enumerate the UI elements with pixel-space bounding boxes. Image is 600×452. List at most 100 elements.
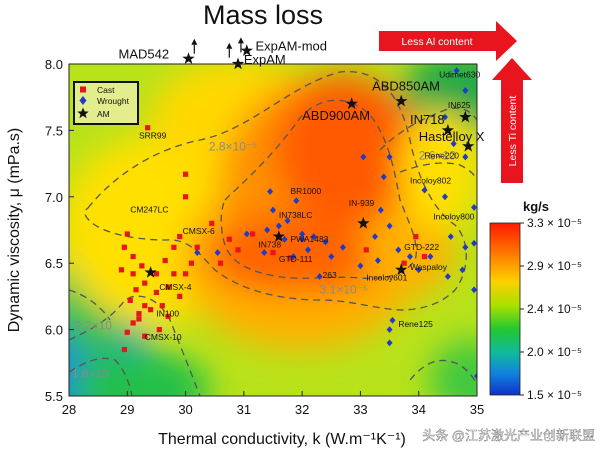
point-wrought xyxy=(444,273,451,280)
legend-cast-marker xyxy=(80,86,86,93)
point-cast xyxy=(142,280,148,286)
contour-line xyxy=(220,99,417,280)
point-cast xyxy=(171,271,177,277)
x-tick-label: 34 xyxy=(411,402,425,417)
point-wrought xyxy=(275,222,282,230)
y-axis-title: Dynamic viscosity, μ (mPa.s) xyxy=(6,128,23,333)
point-wrought xyxy=(328,253,335,260)
x-tick-label: 32 xyxy=(295,402,309,417)
point-wrought xyxy=(462,243,469,251)
point-label: CMSX-10 xyxy=(145,332,182,342)
less-ti-arrow: Less Ti content xyxy=(492,58,532,183)
point-label: GTD-111 xyxy=(279,254,313,264)
point-cast xyxy=(124,329,130,335)
data-points xyxy=(118,67,477,380)
legend-wrought-label: Wrought xyxy=(97,96,130,106)
point-wrought xyxy=(264,226,271,234)
point-cast xyxy=(118,267,125,273)
x-tick-label: 28 xyxy=(62,402,76,417)
point-label: Incoloy802 xyxy=(410,176,451,186)
point-label-large: ExpAM-mod xyxy=(256,39,328,54)
legend-am-label: AM xyxy=(97,109,110,119)
point-am xyxy=(272,230,285,242)
point-wrought xyxy=(471,286,477,294)
point-wrought xyxy=(395,246,402,254)
point-cast xyxy=(130,320,136,326)
point-cast xyxy=(148,307,154,313)
less-ti-arrow-label: Less Ti content xyxy=(507,96,519,167)
point-wrought xyxy=(471,239,477,247)
point-cast xyxy=(235,247,241,253)
legend-am-marker xyxy=(77,107,89,119)
point-label: IN738LC xyxy=(279,210,313,220)
point-am xyxy=(345,97,358,110)
colorbar-tick-label: 1.5 × 10⁻⁵ xyxy=(527,388,582,402)
point-wrought xyxy=(447,233,454,241)
point-wrought xyxy=(316,273,323,280)
point-wrought xyxy=(377,206,384,214)
legend-wrought-marker xyxy=(79,96,87,105)
point-wrought xyxy=(386,153,393,161)
x-axis: 28 29 30 31 32 33 34 35 xyxy=(62,391,484,417)
point-cast xyxy=(133,287,139,293)
y-tick-label: 7.5 xyxy=(45,123,63,138)
point-cast xyxy=(401,260,407,266)
y-tick-label: 5.5 xyxy=(45,389,63,404)
contour-line xyxy=(69,289,111,321)
y-tick-label: 8.0 xyxy=(45,57,63,72)
point-cast xyxy=(165,284,171,290)
colorbar-ticks: 3.3 × 10⁻⁵ 2.9 × 10⁻⁵ 2.4 × 10⁻⁵ 2.0 × 10⁻⁵… xyxy=(520,216,582,402)
contour-line xyxy=(69,357,133,396)
point-am xyxy=(395,263,408,276)
point-wrought xyxy=(322,238,329,246)
colorbar-tick-label: 2.9 × 10⁻⁵ xyxy=(527,259,582,273)
point-label: IN100 xyxy=(156,308,179,318)
point-am xyxy=(441,123,454,136)
offchart-markers xyxy=(182,37,253,70)
point-label: CMSX-4 xyxy=(159,282,191,292)
legend-cast-label: Cast xyxy=(97,85,115,95)
point-label: IN738 xyxy=(258,239,281,249)
watermark: 头条 @江苏激光产业创新联盟 xyxy=(422,428,595,443)
point-label-large: ExpAM xyxy=(244,52,286,67)
point-label: BR1000 xyxy=(290,186,321,196)
legend: Cast Wrought AM xyxy=(73,81,139,125)
point-wrought xyxy=(281,235,288,243)
point-cast xyxy=(145,125,151,131)
point-wrought xyxy=(270,206,276,214)
point-cast xyxy=(217,260,224,266)
point-label: Udimet630 xyxy=(439,69,480,79)
point-wrought xyxy=(386,339,393,347)
point-label: IN-939 xyxy=(349,198,375,208)
point-cast xyxy=(182,271,189,277)
point-cast xyxy=(136,316,142,322)
point-wrought xyxy=(293,197,300,205)
point-cast xyxy=(209,220,215,226)
x-tick-label: 30 xyxy=(178,402,192,417)
contour-line xyxy=(399,162,477,181)
point-wrought xyxy=(267,188,274,195)
point-cast xyxy=(139,263,145,269)
point-wrought xyxy=(415,266,422,274)
point-wrought xyxy=(374,257,381,264)
point-cast xyxy=(270,249,276,256)
offchart-arrow-head xyxy=(226,42,233,49)
contour-label: 2.6×10 xyxy=(419,149,456,163)
point-cast xyxy=(188,260,194,266)
point-label: GTD-222 xyxy=(404,242,439,252)
point-cast xyxy=(156,327,162,333)
point-cast xyxy=(153,289,160,296)
point-cast xyxy=(153,271,160,277)
point-cast xyxy=(124,231,130,237)
point-wrought xyxy=(462,87,469,94)
offchart-arrow-head xyxy=(237,37,244,44)
point-label: PWA1483 xyxy=(290,234,328,244)
x-tick-label: 31 xyxy=(237,402,251,417)
point-label: Rene220 xyxy=(425,150,460,160)
contour-labels: 2.8×10⁻⁵ 3.1×10⁻⁵ 2.6×10 2.2×10 1.8×10 xyxy=(72,139,456,380)
point-label: 263 xyxy=(323,270,337,280)
point-wrought xyxy=(389,316,396,324)
point-cast xyxy=(159,303,165,309)
point-label-large: MAD542 xyxy=(119,47,170,62)
